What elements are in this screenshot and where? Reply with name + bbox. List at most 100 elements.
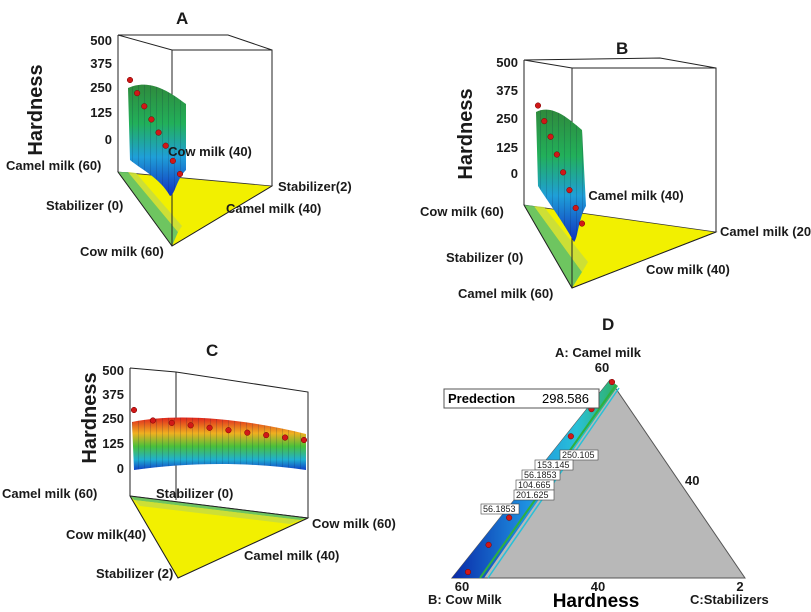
panel-a-zticks: 500 375 250 125 0 <box>90 33 112 147</box>
panel-c-design-point <box>300 436 308 444</box>
ternary-design-point <box>485 541 492 548</box>
panel-a-design-point <box>169 157 176 164</box>
panel-a-surface-mesh <box>128 84 186 196</box>
panel-a-floor-band2 <box>128 172 182 232</box>
panel-c-title: C <box>206 341 218 360</box>
panel-d-title: D <box>602 315 614 334</box>
prediction-box <box>443 388 600 409</box>
ternary-vertex-c: C:Stabilizers <box>690 592 769 607</box>
ternary-tick: 40 <box>591 579 605 594</box>
panel-c-vertex-label: Camel milk (60) <box>2 486 97 501</box>
panel-c-surface-mesh <box>132 417 306 470</box>
panel-b-design-point <box>553 151 560 158</box>
panel-b-zlabel: Hardness <box>455 88 477 179</box>
panel-a-ztick: 375 <box>90 56 112 71</box>
panel-c-design-point <box>206 424 213 431</box>
ternary-design-point <box>506 514 513 521</box>
panel-a-ztick: 0 <box>105 132 112 147</box>
panel-c-vertex-label: Cow milk(40) <box>66 527 146 542</box>
panel-b-design-point <box>541 118 548 125</box>
panel-b-floor-band2 <box>534 206 588 272</box>
panel-c-vertex-label: Cow milk (60) <box>312 516 396 531</box>
panel-c-design-point <box>168 419 175 426</box>
panel-c: C Hardness 500 375 250 125 0 Camel milk … <box>2 341 396 581</box>
panel-c-design-point <box>244 429 251 436</box>
panel-a-vertex-label: Stabilizer(2) <box>278 179 352 194</box>
panel-b-floor-band <box>524 205 582 288</box>
panel-c-vertex-label: Stabilizer (0) <box>156 486 233 501</box>
panel-b: B Hardness 500 375 250 125 0 Cow milk (6… <box>420 39 811 301</box>
panel-b-vertex-label: Camel milk (40) <box>588 188 683 203</box>
panel-c-vertex-label: Stabilizer (2) <box>96 566 173 581</box>
contour-label: 250.105 <box>562 450 595 460</box>
panel-c-vertex-label: Camel milk (40) <box>244 548 339 563</box>
panel-a-vertex-label: Cow milk (60) <box>80 244 164 259</box>
panel-b-zticks: 500 375 250 125 0 <box>496 55 518 181</box>
ternary-tick: 2 <box>736 579 743 594</box>
panel-d: D A: Camel milk 60 Predection 298.586 25… <box>428 315 769 612</box>
ternary-design-point <box>567 433 574 440</box>
contour-label: 153.145 <box>537 460 570 470</box>
panel-c-design-point <box>263 432 270 439</box>
panel-c-ztick: 125 <box>102 436 124 451</box>
panel-c-design-point <box>187 422 194 429</box>
panel-c-points <box>130 406 308 444</box>
panel-b-design-point <box>578 220 586 227</box>
ternary-tick: 60 <box>455 579 469 594</box>
contour-label: 56.1853 <box>483 504 516 514</box>
panel-a: A Hardness 500 375 250 125 0 Camel milk … <box>6 9 352 259</box>
ternary-design-point <box>608 378 616 386</box>
panel-a-design-point <box>141 103 148 110</box>
panel-a-floor-band <box>118 172 178 246</box>
panel-b-design-point <box>560 169 567 176</box>
panel-a-points <box>126 76 184 178</box>
panel-a-design-point <box>148 116 155 123</box>
panel-a-ztick: 125 <box>90 105 112 120</box>
panel-b-ztick: 500 <box>496 55 518 70</box>
panel-b-vertex-label: Stabilizer (0) <box>446 250 523 265</box>
prediction-value: 298.586 <box>542 391 589 406</box>
contour-label: 104.665 <box>518 480 551 490</box>
panel-a-design-point <box>176 170 184 178</box>
panel-b-vertex-label: Cow milk (60) <box>420 204 504 219</box>
panel-a-design-point <box>155 129 162 136</box>
panel-a-design-point <box>134 90 141 97</box>
panel-b-vertex-label: Cow milk (40) <box>646 262 730 277</box>
contour-label: 201.625 <box>516 490 549 500</box>
panel-b-ztick: 375 <box>496 83 518 98</box>
panel-b-ztick: 0 <box>511 166 518 181</box>
panel-a-vertex-label: Stabilizer (0) <box>46 198 123 213</box>
ternary-tick: 40 <box>685 473 699 488</box>
panel-b-vertex-label: Camel milk (60) <box>458 286 553 301</box>
ternary-design-point <box>464 568 472 576</box>
panel-a-design-point <box>162 142 169 149</box>
panel-b-ztick: 125 <box>496 140 518 155</box>
panel-c-ztick: 0 <box>117 461 124 476</box>
panel-c-design-point <box>225 427 232 434</box>
panel-b-design-point <box>547 133 554 140</box>
panel-a-zlabel: Hardness <box>25 64 47 155</box>
ternary-vertex-b: B: Cow Milk <box>428 592 502 607</box>
contour-label: 56.1853 <box>524 470 557 480</box>
panel-b-ztick: 250 <box>496 111 518 126</box>
panel-b-design-point <box>534 102 542 109</box>
panel-c-design-point <box>282 434 289 441</box>
ternary-vertex-a: A: Camel milk <box>555 345 642 360</box>
panel-c-zlabel: Hardness <box>79 372 101 463</box>
panel-c-ztick: 500 <box>102 363 124 378</box>
panel-a-ztick: 250 <box>90 80 112 95</box>
ternary-xlabel: Hardness <box>553 591 640 612</box>
panel-b-design-point <box>572 204 579 212</box>
panel-b-design-point <box>566 187 573 194</box>
panel-a-design-point <box>126 76 134 84</box>
panel-b-points <box>534 102 586 227</box>
panel-a-ztick: 500 <box>90 33 112 48</box>
panel-b-title: B <box>616 39 628 58</box>
panel-a-vertex-label: Cow milk (40) <box>168 144 252 159</box>
panel-c-design-point <box>130 406 138 414</box>
prediction-label: Predection <box>448 391 515 406</box>
panel-a-title: A <box>176 9 188 28</box>
panel-c-design-point <box>149 417 156 424</box>
panel-a-vertex-label: Camel milk (60) <box>6 158 101 173</box>
